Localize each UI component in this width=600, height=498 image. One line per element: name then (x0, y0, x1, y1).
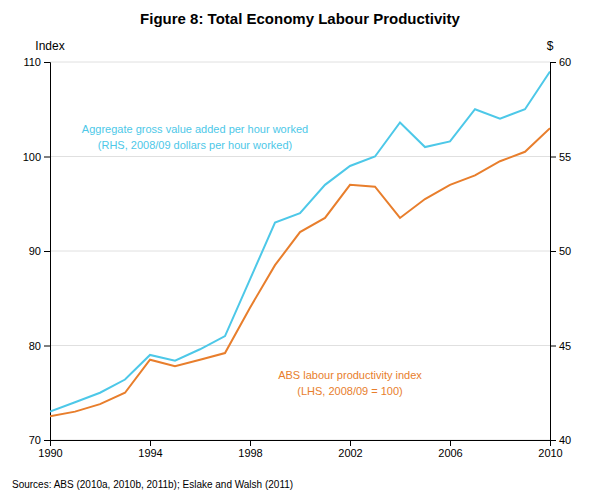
tick-mark (550, 157, 556, 158)
tick: 90 (29, 245, 50, 257)
tick: 45 (550, 340, 571, 352)
y-axis: 70 80 90 100 110 (23, 56, 51, 446)
tick-mark (550, 440, 556, 441)
series-group (50, 71, 550, 416)
y2-axis: 40 45 50 55 60 (550, 56, 571, 446)
tick: 60 (550, 56, 571, 68)
tick-mark (44, 440, 50, 441)
tick-label: 80 (29, 340, 41, 352)
tick-mark (44, 251, 50, 252)
annotation-line: (RHS, 2008/09 dollars per hour worked) (98, 139, 292, 151)
tick-label: 45 (559, 340, 571, 352)
tick-label: 90 (29, 245, 41, 257)
y2-axis-label: $ (547, 39, 554, 53)
grid (50, 62, 550, 440)
tick-mark (350, 440, 351, 446)
axis-line (551, 63, 557, 441)
annotation-line: Aggregate gross value added per hour wor… (82, 123, 308, 135)
tick-label: 100 (23, 151, 41, 163)
tick-label: 1990 (38, 447, 62, 459)
tick: 1990 (38, 440, 62, 459)
tick-mark (450, 440, 451, 446)
tick-mark (44, 157, 50, 158)
grid-line (50, 251, 550, 252)
tick-label: 1994 (138, 447, 162, 459)
tick: 80 (29, 340, 50, 352)
title: Figure 8: Total Economy Labour Productiv… (140, 10, 460, 27)
tick: 100 (23, 151, 50, 163)
tick: 2002 (338, 440, 362, 459)
tick-label: 2010 (538, 447, 562, 459)
tick: 40 (550, 434, 571, 446)
annotation-line: ABS labour productivity index (278, 369, 422, 381)
tick: 70 (29, 434, 50, 446)
tick-label: 2006 (438, 447, 462, 459)
y-axis-label: Index (35, 39, 64, 53)
tick: 110 (23, 56, 50, 68)
tick-mark (550, 346, 556, 347)
tick-label: 50 (559, 245, 571, 257)
tick: 1994 (138, 440, 162, 459)
tick: 2006 (438, 440, 462, 459)
axis-line (44, 63, 51, 441)
source: Sources: ABS (2010a, 2010b, 2011b); Esla… (12, 479, 293, 490)
x-axis: 1990 1994 1998 2002 2006 2010 (38, 440, 562, 459)
tick-mark (150, 440, 151, 446)
tick-mark (44, 62, 50, 63)
grid-line (50, 62, 550, 63)
tick-label: 1998 (238, 447, 262, 459)
grid-line (50, 156, 550, 157)
tick-mark (250, 440, 251, 446)
tick: 1998 (238, 440, 262, 459)
tick-mark (550, 251, 556, 252)
plot: 1990 1994 1998 2002 2006 2010 70 80 90 100 110 40 45… (23, 39, 572, 459)
tick-label: 40 (559, 434, 571, 446)
series-line (50, 128, 550, 416)
grid-line (50, 345, 550, 346)
chart: Figure 8: Total Economy Labour Productiv… (0, 0, 600, 498)
annotation-line: (LHS, 2008/09 = 100) (297, 385, 403, 397)
tick-label: 70 (29, 434, 41, 446)
annotation: Aggregate gross value added per hour wor… (82, 123, 308, 151)
axis-line (51, 441, 551, 447)
tick-label: 2002 (338, 447, 362, 459)
tick-label: 110 (23, 56, 41, 68)
series-line (50, 71, 550, 411)
tick: 50 (550, 245, 571, 257)
tick-mark (550, 62, 556, 63)
tick: 55 (550, 151, 571, 163)
annotation: ABS labour productivity index (LHS, 2008/… (278, 369, 422, 397)
tick-label: 60 (559, 56, 571, 68)
tick-label: 55 (559, 151, 571, 163)
tick-mark (44, 346, 50, 347)
